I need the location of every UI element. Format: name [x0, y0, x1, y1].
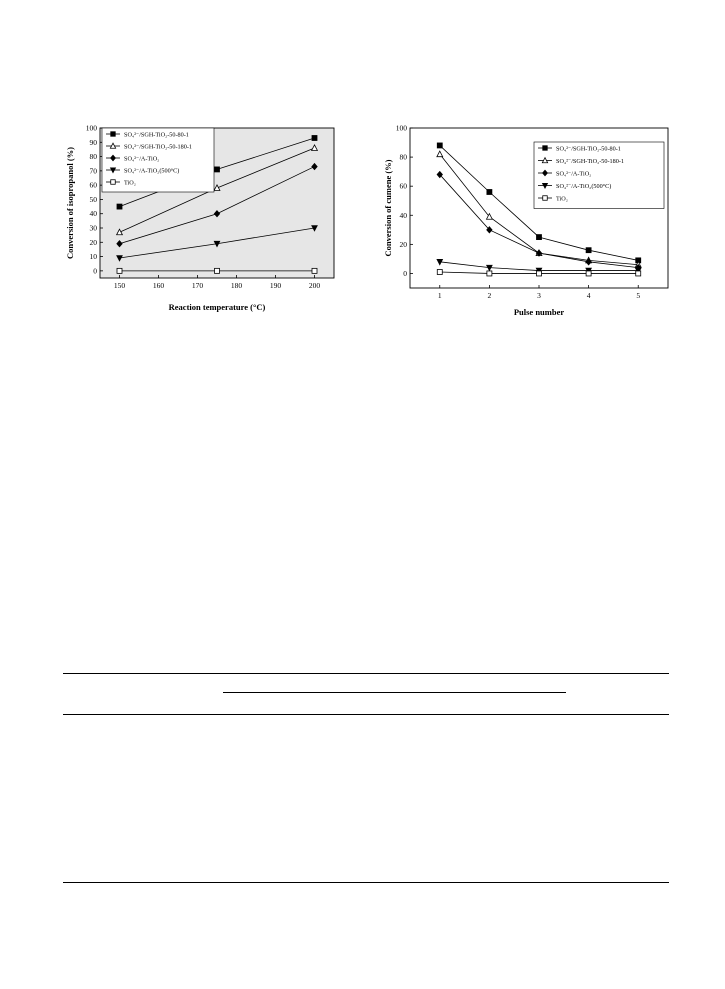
data-point: [536, 234, 542, 240]
y-tick-label: 0: [403, 269, 407, 278]
legend-label: SO₄²⁻/A-TiO₂(500°C): [556, 183, 611, 190]
data-point: [486, 270, 493, 277]
x-tick-label: 170: [192, 281, 204, 290]
x-tick-label: 180: [231, 281, 243, 290]
data-point: [436, 150, 444, 158]
legend-label: SO₄²⁻/SGH-TiO₂-50-80-1: [556, 146, 621, 153]
x-axis-label: Reaction temperature (°C): [169, 302, 266, 312]
data-point: [436, 142, 443, 149]
legend-label: TiO₂: [124, 180, 136, 187]
legend-label: SO₄²⁻/SGH-TiO₂-50-180-1: [556, 158, 624, 165]
data-point: [436, 269, 443, 275]
data-point: [485, 264, 493, 272]
y-axis-label: Conversion of cumene (%): [383, 159, 393, 256]
legend-label: TiO₂: [556, 196, 568, 203]
y-tick-label: 70: [90, 166, 98, 175]
data-point: [213, 210, 221, 218]
y-tick-label: 80: [90, 152, 98, 161]
y-tick-label: 40: [400, 211, 408, 220]
data-point: [214, 267, 220, 274]
y-tick-label: 60: [90, 181, 98, 190]
isopropanol-conversion-chart: 150 160 170 180 190 200 0 10 20 30 40 50 60 70 80 90 100…: [65, 124, 335, 312]
y-axis-label: Conversion of isopropanol (%): [65, 147, 75, 259]
y-tick-label: 10: [90, 252, 98, 261]
legend-marker: [541, 156, 549, 164]
data-point: [115, 228, 124, 236]
table-top-rule: [63, 673, 669, 674]
data-point: [535, 249, 543, 257]
x-tick-label: 5: [636, 291, 640, 300]
data-point: [116, 203, 123, 210]
data-point: [585, 247, 592, 254]
y-tick-label: 30: [90, 224, 98, 233]
legend-label: SO₄²⁻/A-TiO₂(500°C): [124, 168, 179, 175]
legend-marker: [541, 182, 549, 190]
legend-box: [533, 141, 665, 209]
legend-label: SO₄²⁻/SGH-TiO₂-50-80-1: [124, 132, 189, 139]
x-tick-label: 4: [587, 291, 591, 300]
table-spanner-rule: [223, 692, 566, 693]
y-tick-label: 80: [400, 153, 408, 162]
legend-label: SO₄²⁻/SGH-TiO₂-50-180-1: [124, 144, 192, 151]
data-point: [116, 255, 123, 262]
data-point: [214, 166, 220, 173]
legend-marker: [542, 169, 548, 177]
data-point: [311, 267, 318, 274]
legend-marker: [542, 195, 548, 201]
data-point: [311, 135, 318, 141]
y-tick-label: 50: [90, 195, 98, 204]
legend-marker: [109, 142, 117, 149]
data-point: [213, 240, 221, 248]
data-point: [536, 270, 542, 277]
data-point: [585, 270, 592, 277]
x-tick-label: 160: [153, 281, 165, 290]
x-tick-label: 2: [488, 291, 492, 300]
data-point: [485, 212, 493, 220]
y-tick-label: 60: [400, 182, 408, 191]
data-point: [116, 267, 123, 274]
y-tick-label: 40: [90, 209, 98, 218]
data-point: [486, 189, 493, 195]
x-tick-label: 150: [114, 281, 126, 290]
legend-marker: [542, 145, 548, 151]
table-bottom-rule: [63, 882, 669, 883]
legend-label: SO₄²⁻/A-TiO₂: [124, 156, 159, 163]
table-header-rule: [63, 714, 669, 715]
data-point: [311, 162, 318, 171]
legend-marker: [110, 154, 116, 162]
data-point: [436, 170, 443, 179]
legend-label: SO₄²⁻/A-TiO₂: [556, 171, 591, 178]
y-tick-label: 0: [93, 266, 97, 275]
data-point: [310, 144, 319, 151]
y-tick-label: 100: [86, 124, 98, 133]
legend-marker: [110, 179, 116, 185]
data-point: [311, 225, 318, 232]
cumene-conversion-chart: 1 2 3 4 5 0 20 40 60 80 100 SO₄²⁻/SGH-TiO₂-50-80-1 S…: [383, 124, 669, 317]
y-tick-label: 100: [396, 124, 408, 133]
x-tick-label: 3: [537, 291, 541, 300]
data-point: [116, 240, 123, 248]
x-axis-label: Pulse number: [514, 307, 565, 317]
data-point: [585, 258, 592, 266]
x-tick-label: 190: [270, 281, 282, 290]
data-point: [635, 270, 642, 277]
y-tick-label: 90: [90, 138, 98, 147]
legend-marker: [109, 167, 117, 174]
y-tick-label: 20: [90, 238, 98, 247]
legend-marker: [110, 131, 116, 137]
x-tick-label: 1: [438, 291, 442, 300]
y-tick-label: 20: [400, 240, 408, 249]
data-point: [213, 184, 221, 191]
data-point: [486, 226, 493, 234]
x-tick-label: 200: [309, 281, 321, 290]
data-point: [436, 259, 444, 266]
legend-box: [101, 127, 215, 193]
